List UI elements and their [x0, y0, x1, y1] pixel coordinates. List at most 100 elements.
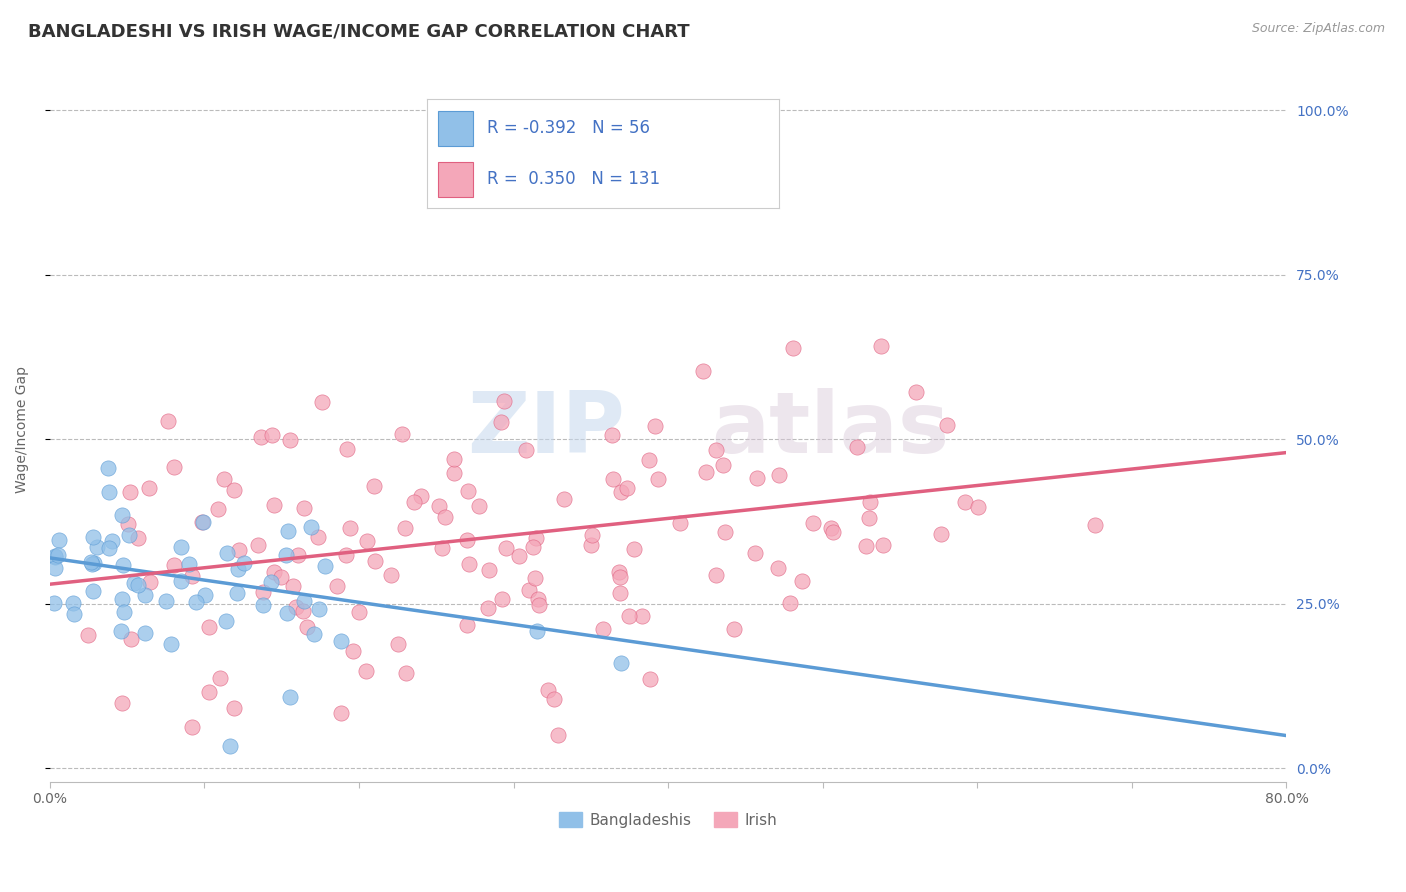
Legend: Bangladeshis, Irish: Bangladeshis, Irish	[553, 805, 783, 834]
Point	[100, 534, 122, 549]
Text: ZIP: ZIP	[467, 388, 624, 471]
Point	[858, 511, 880, 525]
Point	[609, 570, 631, 584]
Point	[226, 586, 249, 600]
Point	[443, 452, 465, 467]
Point	[638, 672, 661, 686]
Point	[280, 690, 302, 704]
Point	[394, 521, 416, 535]
Point	[766, 561, 789, 575]
Point	[198, 620, 221, 634]
Point	[134, 626, 156, 640]
Point	[579, 538, 602, 552]
Point	[118, 528, 141, 542]
Point	[302, 627, 325, 641]
Point	[1084, 518, 1107, 533]
Point	[281, 579, 304, 593]
Point	[468, 499, 491, 513]
Point	[110, 624, 132, 639]
Point	[263, 565, 285, 579]
Point	[228, 543, 250, 558]
Point	[495, 541, 517, 555]
Point	[491, 591, 513, 606]
Point	[523, 571, 546, 585]
Point	[391, 427, 413, 442]
Point	[600, 428, 623, 442]
Point	[457, 483, 479, 498]
Point	[44, 560, 66, 574]
Point	[335, 442, 357, 457]
Point	[430, 541, 453, 556]
Point	[443, 466, 465, 480]
Point	[160, 637, 183, 651]
Point	[63, 607, 86, 621]
Point	[395, 665, 418, 680]
Point	[80, 556, 103, 570]
Point	[456, 618, 478, 632]
Point	[508, 549, 530, 563]
Point	[170, 574, 193, 588]
Point	[433, 510, 456, 524]
Point	[222, 700, 245, 714]
Point	[592, 622, 614, 636]
Point	[98, 485, 121, 500]
Point	[191, 515, 214, 529]
Point	[522, 540, 544, 554]
Point	[695, 466, 717, 480]
Point	[929, 526, 952, 541]
Point	[330, 634, 353, 648]
Point	[215, 614, 238, 628]
Point	[801, 516, 824, 530]
Point	[247, 538, 270, 552]
Point	[872, 538, 894, 552]
Point	[44, 549, 66, 564]
Point	[905, 385, 928, 400]
Point	[609, 585, 631, 599]
Point	[163, 459, 186, 474]
Point	[212, 472, 235, 486]
Point	[637, 453, 659, 467]
Point	[112, 558, 135, 572]
Point	[260, 575, 283, 590]
Point	[292, 500, 315, 515]
Point	[411, 489, 433, 503]
Point	[953, 495, 976, 509]
Point	[602, 472, 624, 486]
Point	[329, 706, 352, 721]
Point	[456, 533, 478, 547]
Text: Source: ZipAtlas.com: Source: ZipAtlas.com	[1251, 22, 1385, 36]
Point	[157, 414, 180, 428]
Y-axis label: Wage/Income Gap: Wage/Income Gap	[15, 366, 30, 493]
Point	[198, 685, 221, 699]
Point	[170, 541, 193, 555]
Point	[623, 542, 645, 557]
Text: atlas: atlas	[711, 388, 949, 471]
Point	[177, 557, 200, 571]
Point	[647, 472, 669, 486]
Point	[380, 568, 402, 582]
Point	[553, 492, 575, 507]
Point	[967, 500, 990, 514]
Point	[354, 665, 377, 679]
Point	[263, 499, 285, 513]
Point	[83, 557, 105, 571]
Point	[404, 495, 426, 509]
Point	[458, 557, 481, 571]
Point	[287, 548, 309, 562]
Point	[714, 525, 737, 540]
Point	[252, 598, 274, 612]
Point	[527, 592, 550, 607]
Point	[127, 532, 149, 546]
Point	[181, 568, 204, 582]
Point	[744, 546, 766, 560]
Point	[250, 430, 273, 444]
Point	[610, 485, 633, 500]
Point	[478, 563, 501, 577]
Point	[163, 558, 186, 573]
Point	[277, 524, 299, 538]
Point	[610, 656, 633, 670]
Point	[427, 500, 450, 514]
Point	[62, 596, 84, 610]
Point	[82, 583, 104, 598]
Point	[80, 558, 103, 572]
